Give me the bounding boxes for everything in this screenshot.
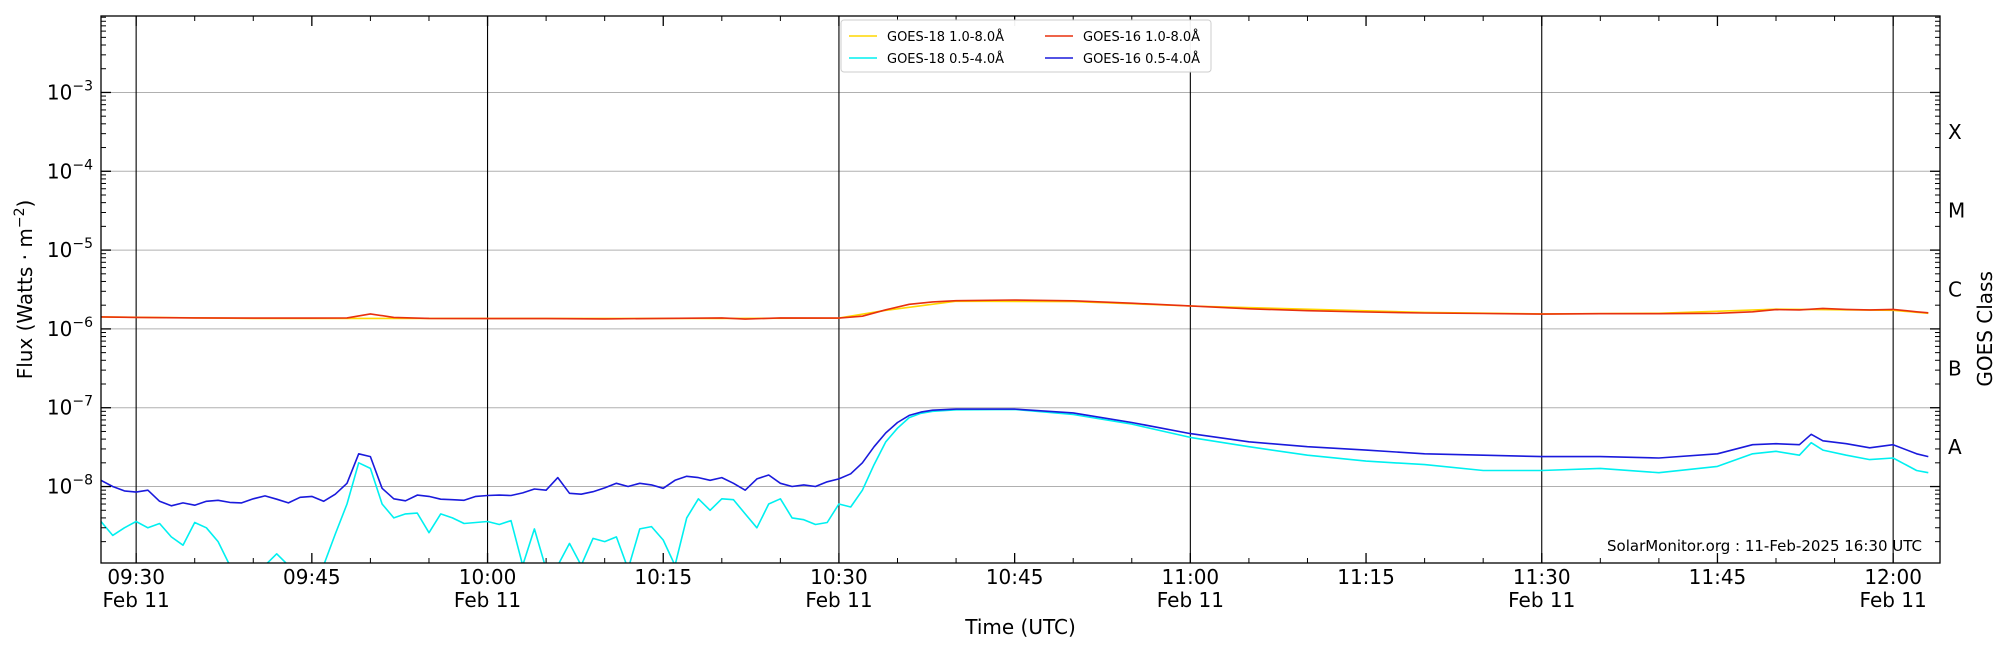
ticks [101, 16, 1940, 563]
grid [101, 16, 1940, 563]
legend-label: GOES-18 0.5-4.0Å [887, 51, 1004, 67]
y-tick-label: 10−6 [47, 315, 93, 341]
legend-box [840, 19, 1212, 73]
y-tick-base: 10 [47, 80, 72, 104]
goes-class-label: X [1948, 120, 1962, 144]
x-tick-label: 09:30 [107, 565, 165, 589]
x-tick-label: 10:30 [810, 565, 868, 589]
y-tick-label: 10−7 [47, 394, 93, 420]
y-tick-base: 10 [47, 396, 72, 420]
y-axis-title-main: Flux (Watts · m [13, 228, 37, 379]
y-tick-label: 10−4 [47, 157, 93, 183]
legend-label: GOES-18 1.0-8.0Å [887, 29, 1004, 45]
goes-class-axis-title: GOES Class [1973, 271, 1997, 387]
y-tick-exponent: −3 [72, 78, 93, 94]
y-tick-exponent: −6 [72, 315, 93, 331]
x-axis-title: Time (UTC) [964, 615, 1076, 639]
y-axis-title-exponent: −2 [12, 208, 28, 229]
x-tick-label: 10:45 [986, 565, 1044, 589]
series-line-1 [101, 300, 1929, 320]
x-tick-label: 10:00 [459, 565, 517, 589]
series-line-2 [101, 299, 1929, 320]
y-tick-base: 10 [47, 159, 72, 183]
y-tick-label: 10−8 [47, 473, 93, 499]
credit-text: SolarMonitor.org : 11-Feb-2025 16:30 UTC [1607, 537, 1922, 555]
x-tick-label: 10:15 [634, 565, 692, 589]
y-tick-base: 10 [47, 475, 72, 499]
y-tick-exponent: −5 [72, 236, 93, 252]
x-tick-date-label: Feb 11 [1157, 588, 1224, 612]
x-tick-label: 11:45 [1689, 565, 1747, 589]
x-tick-label: 11:30 [1513, 565, 1571, 589]
x-tick-label: 09:45 [283, 565, 341, 589]
series-lines [101, 299, 1929, 563]
y-tick-exponent: −7 [72, 394, 93, 410]
y-axis-title: Flux (Watts · m−2) [12, 200, 37, 380]
x-tick-date-label: Feb 11 [1508, 588, 1575, 612]
legend-label: GOES-16 0.5-4.0Å [1083, 51, 1200, 67]
x-tick-label: 12:00 [1864, 565, 1922, 589]
legend-label: GOES-16 1.0-8.0Å [1083, 29, 1200, 45]
x-tick-date-label: Feb 11 [454, 588, 521, 612]
y-tick-base: 10 [47, 238, 72, 262]
x-tick-date-label: Feb 11 [1860, 588, 1927, 612]
series-line-3 [101, 408, 1929, 563]
goes-class-label: A [1948, 435, 1962, 459]
x-tick-label: 11:00 [1162, 565, 1220, 589]
y-axis-title-close: ) [13, 200, 37, 208]
x-tick-date-label: Feb 11 [103, 588, 170, 612]
y-tick-base: 10 [47, 317, 72, 341]
y-tick-label: 10−5 [47, 236, 93, 262]
goes-class-label: M [1948, 199, 1965, 223]
series-line-4 [101, 408, 1929, 507]
y-tick-exponent: −8 [72, 473, 93, 489]
y-tick-exponent: −4 [72, 157, 93, 173]
plot-frame [100, 15, 1941, 564]
x-tick-label: 11:15 [1337, 565, 1395, 589]
goes-class-label: C [1948, 278, 1962, 302]
goes-class-label: B [1948, 356, 1962, 380]
x-tick-date-label: Feb 11 [805, 588, 872, 612]
y-tick-label: 10−3 [47, 78, 93, 104]
legend: GOES-18 1.0-8.0Å GOES-18 0.5-4.0Å GOES-16 … [840, 19, 1212, 73]
